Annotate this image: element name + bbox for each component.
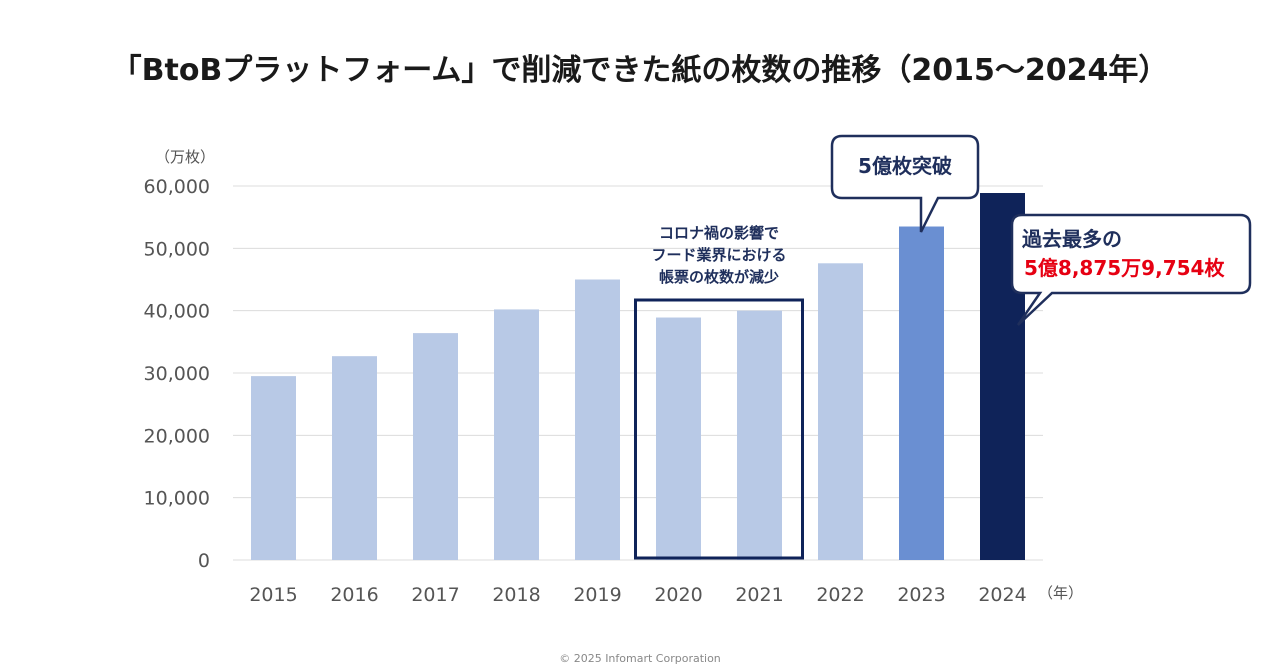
x-tick-label-2015: 2015 [249, 584, 297, 606]
callout-2024-bubble [1010, 213, 1252, 326]
y-tick-label: 40,000 [144, 301, 210, 323]
y-axis-unit-label: （万枚） [155, 148, 215, 166]
y-tick-label: 0 [198, 550, 210, 572]
x-axis-ticks: 2015 2016 2017 2018 2019 2020 2021 2022 2023 2024 [249, 584, 1026, 606]
highlight-note-line: 帳票の枚数が減少 [659, 268, 779, 286]
bar-2019 [575, 279, 620, 560]
chart-title: 「BtoBプラットフォーム」で削減できた紙の枚数の推移（2015〜2024年） [112, 53, 1169, 88]
y-tick-label: 30,000 [144, 363, 210, 385]
y-tick-label: 10,000 [144, 488, 210, 510]
x-tick-label-2020: 2020 [654, 584, 702, 606]
callout-2024-line2: 5億8,875万9,754枚 [1024, 256, 1225, 280]
x-tick-label-2016: 2016 [330, 584, 378, 606]
bar-2016 [332, 356, 377, 560]
callout-2023-bubble [830, 134, 980, 233]
callout-2023: 5億枚突破 [830, 134, 980, 233]
bar-2020 [656, 317, 701, 560]
bars [251, 193, 1025, 560]
y-axis-ticks: 60,000 50,000 40,000 30,000 20,000 10,000 0 [144, 176, 210, 572]
x-tick-label-2021: 2021 [735, 584, 783, 606]
y-tick-label: 20,000 [144, 425, 210, 447]
callout-2023-text: 5億枚突破 [858, 154, 952, 178]
highlight-note-line: フード業界における [651, 246, 786, 264]
bar-2017 [413, 333, 458, 560]
x-axis-unit-label: （年） [1038, 584, 1083, 602]
x-tick-label-2022: 2022 [816, 584, 864, 606]
callout-2024: 過去最多の 5億8,875万9,754枚 [1010, 213, 1252, 326]
callout-2024-line1: 過去最多の [1022, 227, 1122, 251]
bar-2021 [737, 310, 782, 560]
x-tick-label-2023: 2023 [897, 584, 945, 606]
x-tick-label-2018: 2018 [492, 584, 540, 606]
x-tick-label-2017: 2017 [411, 584, 459, 606]
highlight-note-line: コロナ禍の影響で [659, 224, 779, 242]
highlight-box-2020-2021 [634, 298, 804, 560]
bar-2022 [818, 263, 863, 560]
bar-2023 [899, 226, 944, 560]
y-tick-label: 50,000 [144, 238, 210, 260]
y-tick-label: 60,000 [144, 176, 210, 198]
x-tick-label-2024: 2024 [978, 584, 1026, 606]
copyright: © 2025 Infomart Corporation [559, 652, 721, 665]
bar-2015 [251, 376, 296, 560]
bar-2018 [494, 309, 539, 560]
x-tick-label-2019: 2019 [573, 584, 621, 606]
